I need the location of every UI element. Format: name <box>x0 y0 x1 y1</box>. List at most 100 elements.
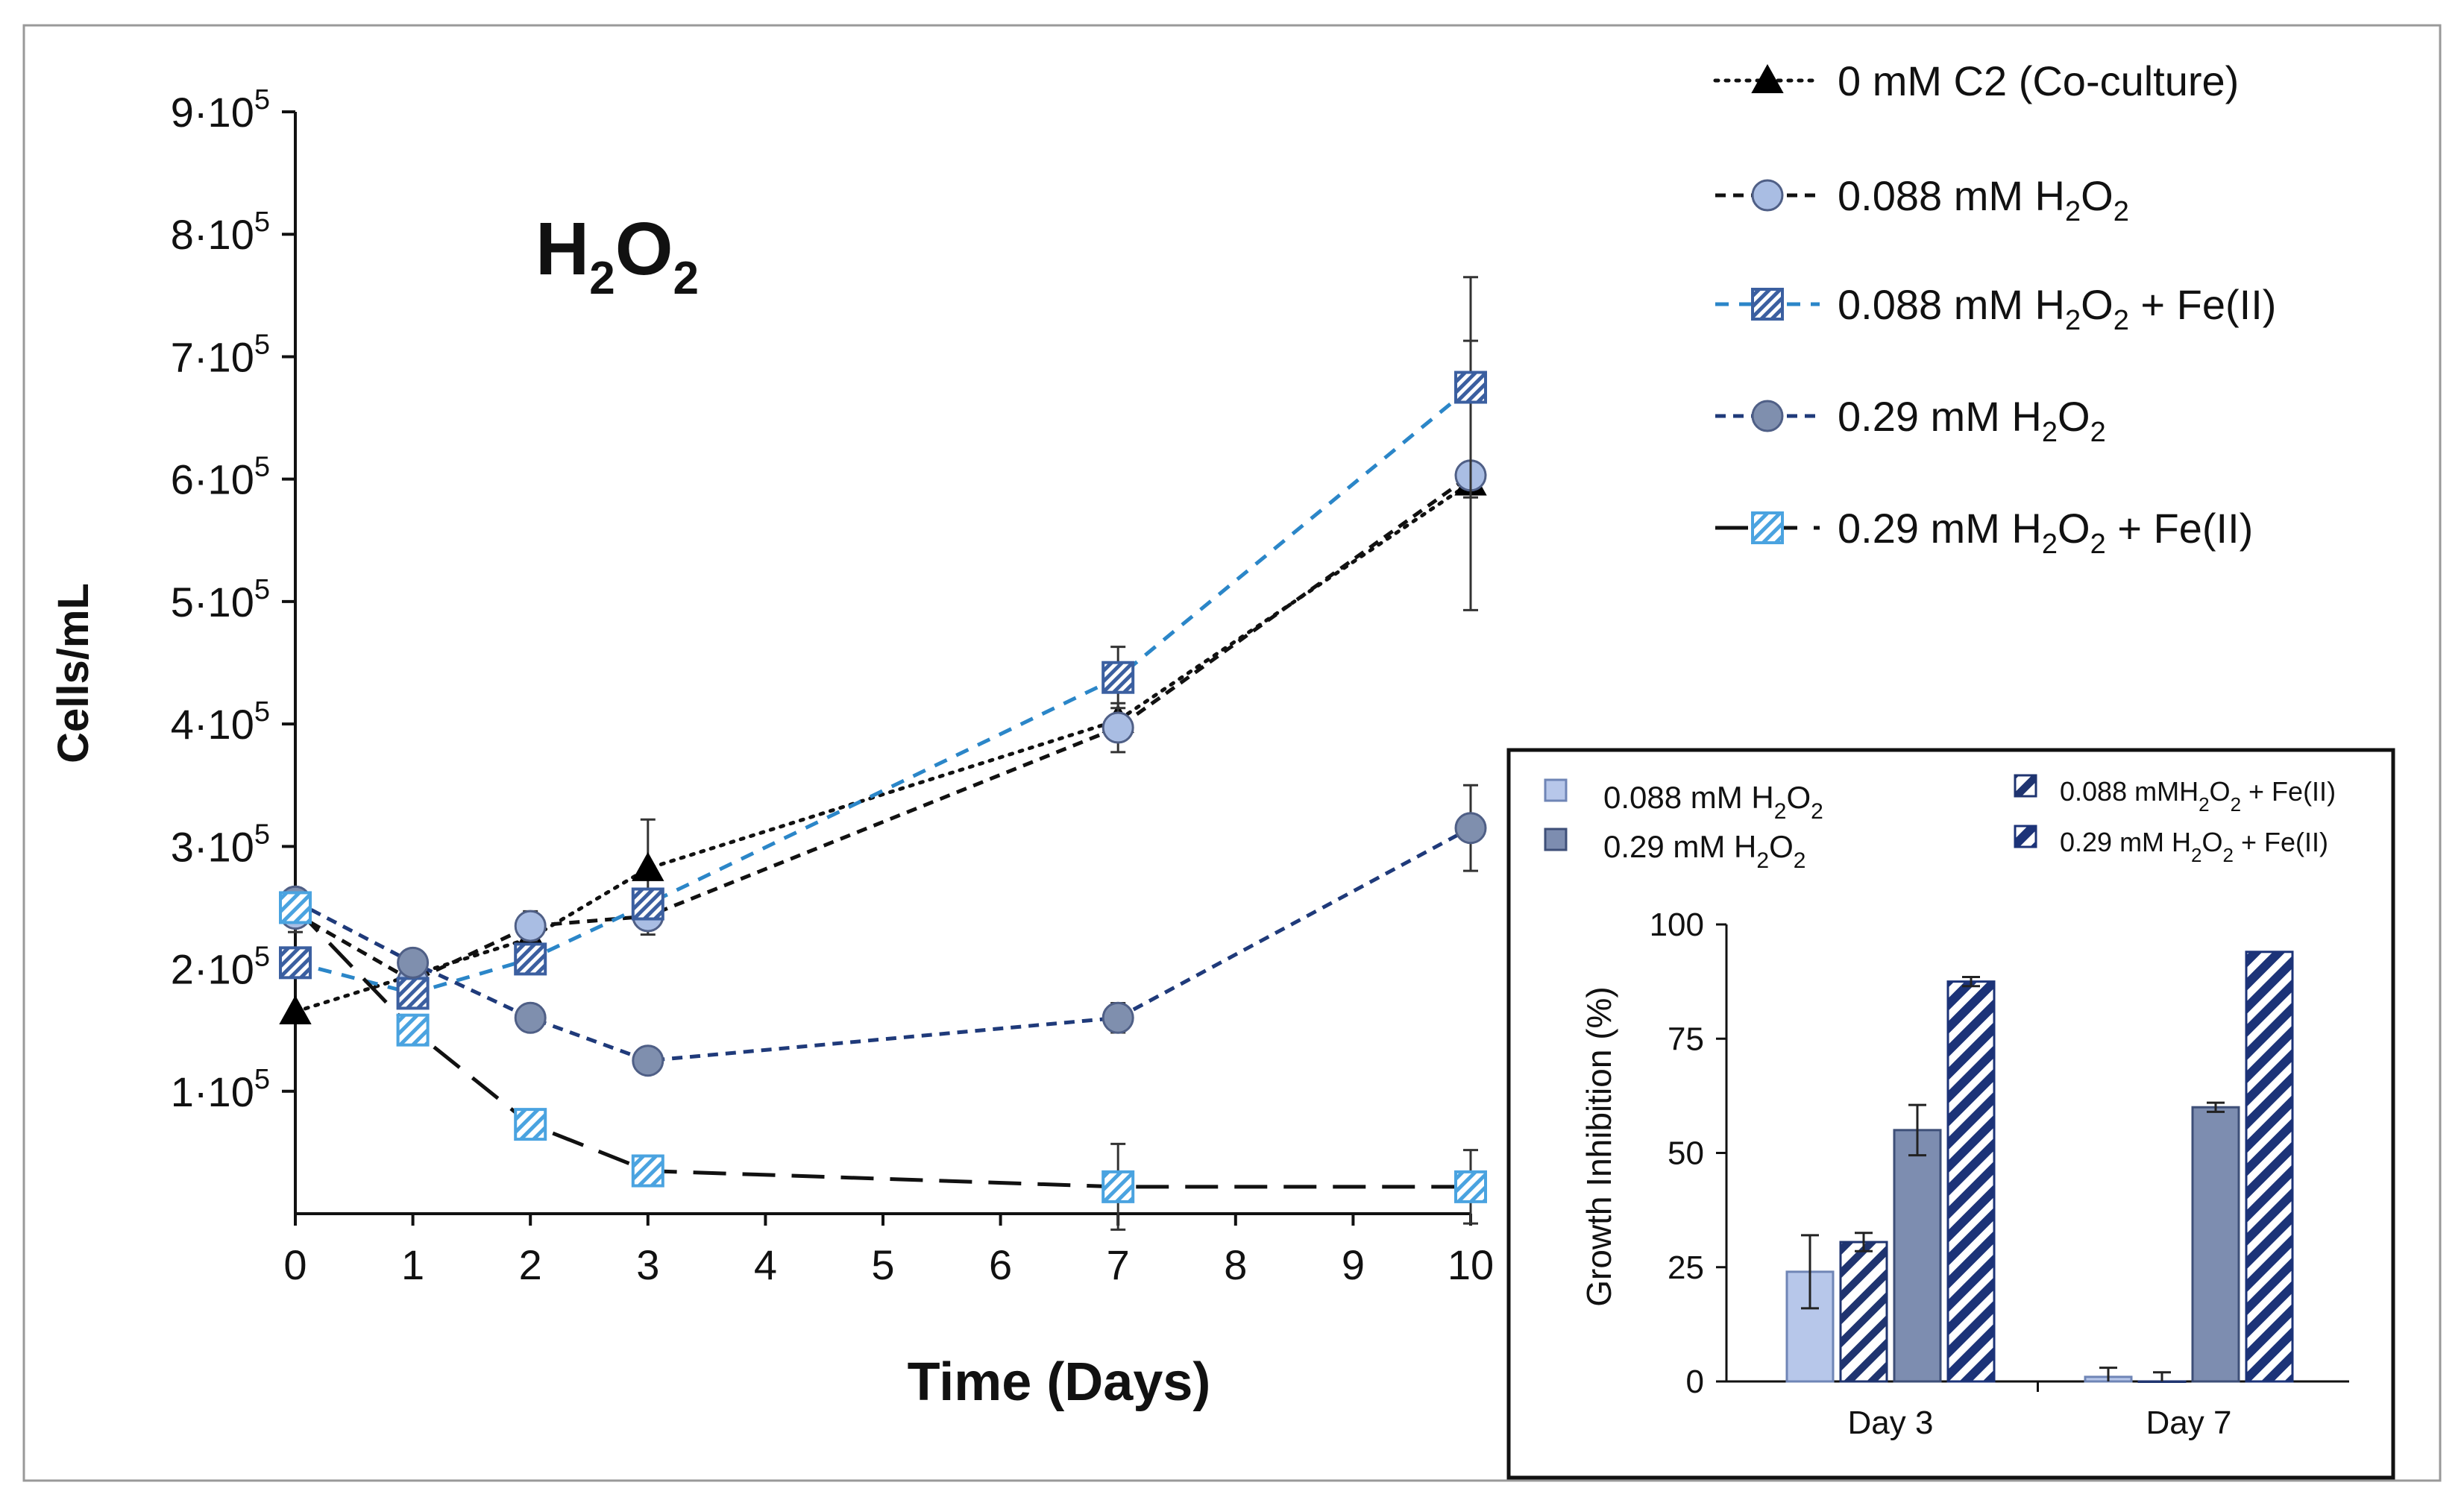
x-tick-label: 0 <box>283 1241 307 1288</box>
data-point <box>631 887 664 921</box>
data-point <box>514 1001 547 1034</box>
inset-legend-swatch <box>2014 825 2037 848</box>
legend-label: 0 mM C2 (Co-culture) <box>1838 57 2239 104</box>
series-line <box>295 385 1472 995</box>
data-point <box>279 891 312 924</box>
inset-x-tick-label: Day 7 <box>2146 1405 2232 1441</box>
bar-group-day-7: Day 7 <box>2084 951 2294 1441</box>
inset-legend-label: 0.088 mM H2O2 <box>1603 780 1823 824</box>
y-tick-label: 9·105 <box>171 84 270 136</box>
bar <box>1839 1241 1888 1383</box>
data-point <box>396 1013 430 1047</box>
legend-label: 0.29 mM H2O2 <box>1838 393 2106 448</box>
legend-label: 0.29 mM H2O2 + Fe(II) <box>1838 505 2253 560</box>
legend-swatch-marker <box>1751 288 1784 321</box>
panel-title: H2O2 <box>535 207 699 304</box>
x-axis-title: Time (Days) <box>908 1352 1211 1412</box>
series-3 <box>279 276 1487 1010</box>
x-tick-label: 3 <box>636 1241 659 1288</box>
x-tick-label: 7 <box>1107 1241 1130 1288</box>
data-point <box>631 1154 664 1188</box>
legend-swatch-marker <box>1751 179 1784 212</box>
series-line <box>293 481 1473 1014</box>
legend-label: 0.088 mM H2O2 <box>1838 172 2129 227</box>
legend-item-1: 0 mM C2 (Co-culture) <box>1713 57 2239 104</box>
main-legend: 0 mM C2 (Co-culture) 0.088 mM H2O2 0.088 m… <box>1713 57 2276 560</box>
series-5 <box>279 891 1487 1231</box>
main-y-tick-labels: 1·105 2·105 3·105 4·105 5·105 6·105 7·105 8·105… <box>171 84 270 1115</box>
main-x-tick-labels: 0 1 2 3 4 5 6 7 8 9 10 <box>283 1241 1494 1288</box>
inset-x-tick-label: Day 3 <box>1848 1405 1934 1441</box>
legend-label: 0.088 mM H2O2 + Fe(II) <box>1838 281 2276 336</box>
data-point <box>1101 1001 1134 1034</box>
y-axis-title: Cells/mL <box>49 583 98 763</box>
series-4 <box>279 784 1487 1077</box>
inset-legend: 0.088 mM H2O2 0.088 mMH2O2 + Fe(II) 0.29 m… <box>1544 774 2336 873</box>
inset-y-tick-label: 75 <box>1668 1021 1704 1057</box>
inset-y-tick-label: 25 <box>1668 1249 1704 1286</box>
main-series-layer <box>279 276 1487 1231</box>
x-tick-label: 9 <box>1342 1241 1365 1288</box>
legend-swatch-marker <box>1751 400 1784 432</box>
data-point <box>279 995 312 1025</box>
inset-legend-swatch <box>1544 828 1568 851</box>
legend-item-4: 0.29 mM H2O2 <box>1715 393 2106 448</box>
inset-legend-item-4: 0.29 mM H2O2 + Fe(II) <box>2014 825 2328 866</box>
data-point <box>397 946 430 979</box>
data-point <box>514 910 547 942</box>
data-point <box>1454 1170 1487 1203</box>
x-tick-label: 10 <box>1448 1241 1494 1288</box>
x-tick-label: 4 <box>754 1241 777 1288</box>
inset-y-tick-label: 50 <box>1668 1135 1704 1172</box>
y-tick-label: 5·105 <box>171 574 270 625</box>
inset-legend-item-3: 0.29 mM H2O2 <box>1544 828 1805 873</box>
inset-bars-layer: Day 3 Day 7 <box>1785 951 2294 1441</box>
bar <box>1893 1129 1942 1383</box>
bar <box>2137 1380 2187 1383</box>
x-tick-label: 1 <box>401 1241 424 1288</box>
data-point <box>514 942 547 976</box>
series-line <box>294 826 1472 1063</box>
data-point <box>514 1108 547 1141</box>
bar <box>2191 1106 2240 1383</box>
data-point <box>1101 1170 1135 1203</box>
y-tick-label: 3·105 <box>171 819 270 870</box>
data-point <box>396 977 430 1010</box>
x-tick-label: 8 <box>1224 1241 1247 1288</box>
y-tick-label: 2·105 <box>171 942 270 993</box>
y-tick-label: 8·105 <box>171 207 270 258</box>
legend-swatch-marker <box>1751 511 1784 544</box>
inset-legend-item-2: 0.088 mMH2O2 + Fe(II) <box>2014 774 2336 816</box>
inset-legend-label: 0.29 mM H2O2 + Fe(II) <box>2060 827 2328 866</box>
data-point <box>1454 812 1487 845</box>
y-tick-label: 4·105 <box>171 696 270 748</box>
series-line <box>294 473 1472 983</box>
bar <box>1946 980 1996 1383</box>
inset-legend-item-1: 0.088 mM H2O2 <box>1544 778 1823 824</box>
data-point <box>279 946 312 980</box>
inset-y-axis-title: Growth Inhibition (%) <box>1580 986 1618 1307</box>
y-tick-label: 7·105 <box>171 329 270 380</box>
y-tick-label: 6·105 <box>171 452 270 503</box>
inset-y-tick-label: 100 <box>1650 907 1704 943</box>
bar-group-day-3: Day 3 <box>1785 975 1996 1441</box>
x-tick-label: 2 <box>519 1241 542 1288</box>
x-tick-label: 6 <box>989 1241 1012 1288</box>
y-tick-label: 1·105 <box>171 1064 270 1115</box>
inset-bar-chart: 0.088 mM H2O2 0.088 mMH2O2 + Fe(II) 0.29 m… <box>1506 748 2395 1480</box>
main-line-chart: 1·105 2·105 3·105 4·105 5·105 6·105 7·105 8·105… <box>49 57 2276 1412</box>
data-point <box>632 851 664 881</box>
inset-legend-label: 0.088 mMH2O2 + Fe(II) <box>2060 776 2336 816</box>
legend-item-5: 0.29 mM H2O2 + Fe(II) <box>1715 505 2253 560</box>
data-point <box>1454 371 1487 404</box>
data-point <box>1101 661 1135 694</box>
legend-item-3: 0.088 mM H2O2 + Fe(II) <box>1715 281 2276 336</box>
inset-legend-swatch <box>1544 778 1568 802</box>
legend-item-2: 0.088 mM H2O2 <box>1715 172 2129 227</box>
x-tick-label: 5 <box>871 1241 894 1288</box>
inset-legend-label: 0.29 mM H2O2 <box>1603 829 1805 873</box>
data-point <box>1101 711 1134 744</box>
inset-y-tick-label: 0 <box>1686 1364 1704 1400</box>
legend-swatch-marker <box>1751 63 1784 93</box>
